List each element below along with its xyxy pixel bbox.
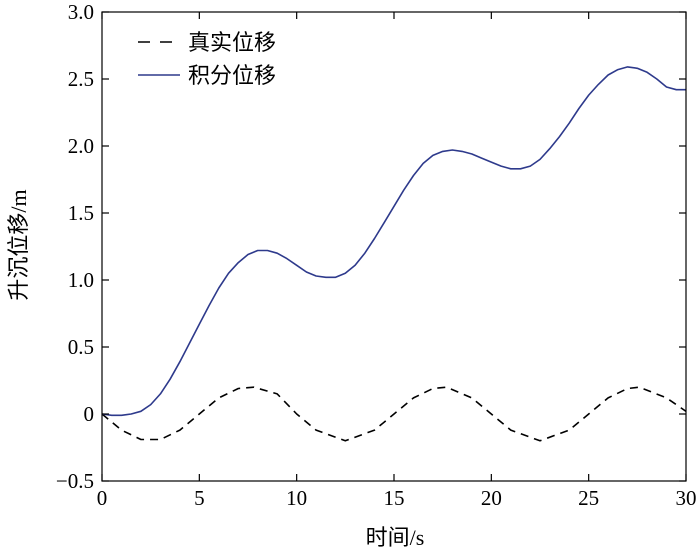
- y-tick-label: 0: [84, 402, 95, 426]
- x-axis-label: 时间/s: [366, 525, 425, 550]
- plot-area: [102, 66, 686, 442]
- series-line-1: [102, 386, 686, 442]
- y-tick-label: 0.5: [68, 335, 94, 359]
- y-axis-label: 升沉位移/m: [6, 189, 31, 300]
- x-tick-label: 30: [676, 486, 697, 510]
- x-tick-label: 0: [97, 486, 108, 510]
- legend-label-2: 积分位移: [188, 63, 276, 88]
- y-tick-label: 2.5: [68, 67, 94, 91]
- x-tick-label: 15: [384, 486, 405, 510]
- series-line-2: [102, 66, 686, 417]
- x-tick-label: 10: [286, 486, 307, 510]
- y-tick-label: 3.0: [68, 0, 94, 24]
- legend-label-1: 真实位移: [188, 30, 276, 55]
- y-tick-label: 1.0: [68, 268, 94, 292]
- y-tick-label: −0.5: [56, 469, 94, 493]
- axes: 0 5 10 15 20 25 30−0.500.51.01.52.02.53.0: [56, 0, 697, 510]
- x-tick-label: 25: [578, 486, 599, 510]
- x-tick-label: 5: [194, 486, 205, 510]
- x-tick-label: 20: [481, 486, 502, 510]
- y-tick-label: 2.0: [68, 134, 94, 158]
- y-tick-label: 1.5: [68, 201, 94, 225]
